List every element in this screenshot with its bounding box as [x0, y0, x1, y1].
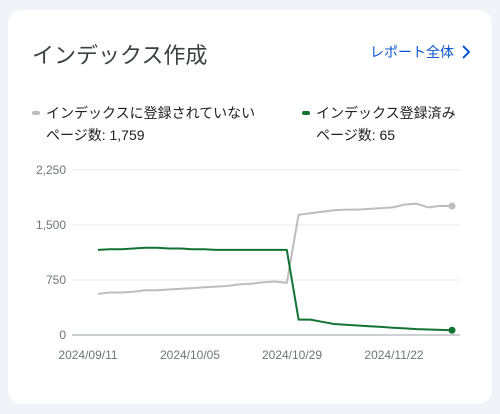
- legend-not-indexed-label: インデックスに登録されていない: [46, 105, 256, 121]
- indexing-card: インデックス作成 レポート全体 インデックスに登録されていない ページ数: 1,…: [8, 10, 492, 404]
- x-tick-label: 2024/10/29: [262, 348, 322, 362]
- full-report-link[interactable]: レポート全体: [370, 42, 472, 62]
- y-tick-label: 750: [46, 273, 66, 287]
- legend-indexed[interactable]: インデックス登録済み ページ数: 65: [302, 102, 456, 146]
- legend-not-indexed-swatch: [32, 111, 40, 115]
- y-tick-label: 1,500: [36, 218, 66, 232]
- legend-not-indexed[interactable]: インデックスに登録されていない ページ数: 1,759: [32, 102, 255, 146]
- card-title: インデックス作成: [32, 43, 208, 68]
- y-tick-label: 0: [59, 328, 66, 342]
- legend-indexed-count: ページ数: 65: [316, 127, 396, 143]
- x-tick-label: 2024/09/11: [58, 348, 117, 362]
- series-endpoint-not-indexed: [448, 202, 456, 210]
- full-report-label: レポート全体: [370, 44, 454, 60]
- y-tick-label: 2,250: [36, 163, 66, 177]
- legend-not-indexed-count: ページ数: 1,759: [46, 127, 145, 143]
- legend-indexed-label: インデックス登録済み: [316, 105, 456, 121]
- series-endpoint-indexed: [448, 326, 456, 334]
- series-line-not-indexed: [97, 202, 453, 295]
- series-line-indexed: [97, 246, 453, 332]
- x-tick-label: 2024/10/05: [160, 348, 220, 362]
- legend-indexed-swatch: [302, 111, 310, 115]
- x-tick-label: 2024/11/22: [364, 348, 423, 362]
- chevron-right-icon: [462, 45, 471, 59]
- indexing-chart: 0 750 1,500 2,250 2024/09/11 2024/10/05 2024/1…: [36, 163, 460, 362]
